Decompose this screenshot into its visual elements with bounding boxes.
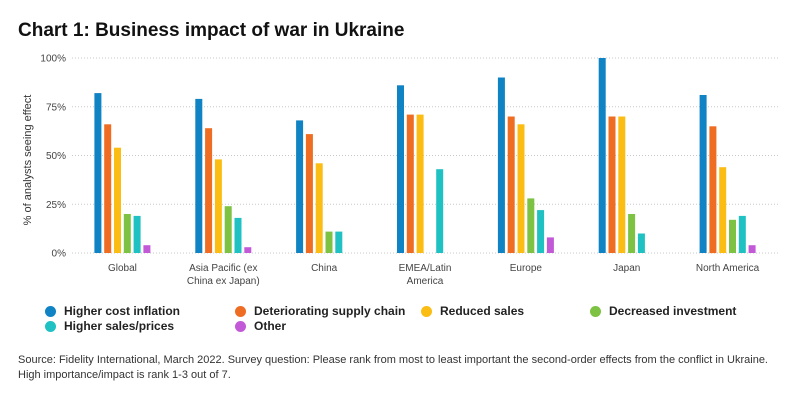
bar [406,114,414,253]
bar [738,215,746,253]
bar [598,58,606,253]
bar [748,245,756,253]
bar [104,124,112,253]
x-category-label: EMEA/Latin America [399,263,452,287]
bar [637,233,645,253]
y-tick-labels: 0% 25% 50% 75% 100% [40,54,66,260]
y-tick-label: 0% [52,249,67,260]
legend-item: Higher cost inflation [45,304,180,318]
legend-swatch [45,305,56,317]
bar [296,120,304,254]
legend-item: Higher sales/prices [45,319,174,333]
bar [397,85,404,253]
legend-item: Deteriorating supply chain [235,304,405,318]
legend-swatch [45,320,56,332]
chart-title: Chart 1: Business impact of war in Ukrai… [18,20,405,41]
legend-swatch [235,305,246,317]
x-category-label: China [311,263,338,274]
bar [628,214,636,253]
bar [507,116,515,253]
bar [436,169,444,253]
bar [729,219,736,253]
legend-swatch [590,305,601,317]
bar [123,214,131,253]
gridlines [72,57,778,254]
bar-chart: 0% 25% 50% 75% 100% Global Asia Pacific (ex Ch… [22,54,778,287]
legend-label: Higher sales/prices [64,319,175,333]
legend-label: Deteriorating supply chain [254,304,406,318]
legend-item: Reduced sales [421,304,524,318]
bar [517,124,525,253]
bar [315,163,323,253]
bar [546,237,554,253]
bar [205,128,213,253]
legend-label: Decreased investment [609,304,737,318]
bar [335,231,343,253]
bar [214,159,222,253]
legend-label: Other [254,319,287,333]
bar [305,134,313,253]
bar [719,167,727,253]
legend-label: Higher cost inflation [64,304,181,318]
legend-item: Other [235,319,286,333]
legend-swatch [235,320,246,332]
bar [114,147,121,253]
bar [143,245,151,253]
bar [133,215,141,253]
x-category-label: Europe [510,263,543,274]
bar [234,217,242,253]
bar [224,206,232,253]
bar [195,98,203,254]
y-tick-label: 75% [46,102,66,113]
y-tick-label: 100% [40,54,66,65]
bar [709,126,717,254]
x-category-labels: Global Asia Pacific (ex China ex Japan) Chi… [108,263,760,287]
x-category-label: Global [108,263,137,274]
y-axis-label: % of analysts seeing effect [22,95,34,226]
bar [325,231,333,253]
x-category-label: Asia Pacific (ex China ex Japan) [187,263,260,287]
legend-item: Decreased investment [590,304,736,318]
bar [244,247,252,253]
y-tick-label: 50% [46,151,66,162]
source-note: Source: Fidelity International, March 20… [18,354,768,381]
legend-swatch [421,305,432,317]
legend-label: Reduced sales [440,304,525,318]
bar [416,114,424,253]
bar [94,93,102,253]
bar [618,116,626,253]
bars [94,58,756,254]
x-category-label: North America [696,263,760,274]
bar [497,77,505,253]
bar [527,198,535,253]
bar [699,95,707,253]
bar [608,116,616,253]
x-category-label: Japan [613,263,640,274]
bar [537,210,545,253]
y-tick-label: 25% [46,200,66,211]
